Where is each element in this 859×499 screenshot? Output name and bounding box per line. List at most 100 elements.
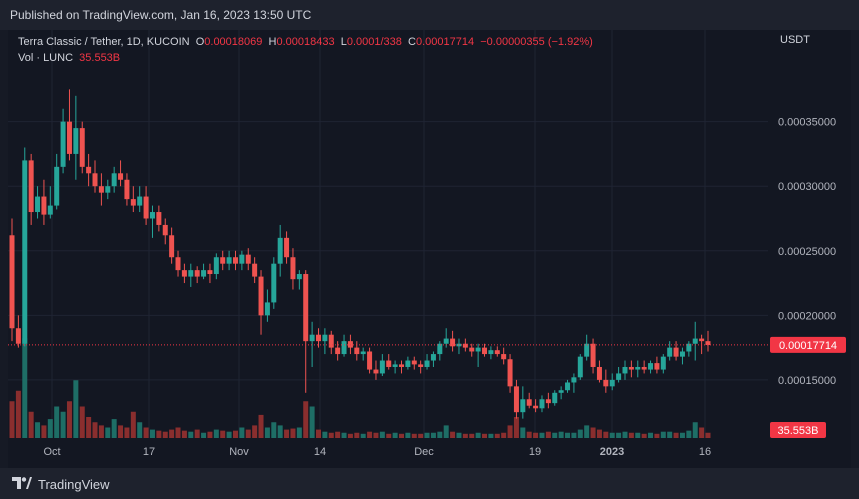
symbol-title[interactable]: Terra Classic / Tether, 1D, KUCOIN bbox=[18, 36, 190, 48]
volume-bar bbox=[399, 433, 405, 438]
volume-bar bbox=[456, 432, 462, 438]
candle-body bbox=[699, 338, 705, 342]
candle-body bbox=[494, 350, 500, 355]
volume-legend: Vol · LUNC 35.553B bbox=[18, 52, 120, 64]
candle-body bbox=[411, 360, 417, 365]
change-value: −0.00000355 (−1.92%) bbox=[480, 36, 593, 48]
tradingview-brand[interactable]: TradingView bbox=[12, 476, 110, 492]
volume-bar bbox=[41, 425, 47, 438]
candle-body bbox=[137, 196, 143, 206]
y-tick-label: 0.00015000 bbox=[778, 375, 836, 387]
candle-body bbox=[105, 186, 111, 193]
volume-bar bbox=[232, 430, 238, 438]
volume-bar bbox=[175, 427, 181, 438]
volume-bar bbox=[622, 431, 628, 438]
candle-body bbox=[296, 274, 302, 280]
candle-body bbox=[35, 196, 41, 213]
candle-body bbox=[341, 341, 347, 355]
candle-body bbox=[469, 347, 475, 352]
volume-bar bbox=[124, 427, 130, 438]
candle-body bbox=[526, 399, 532, 406]
publish-header bbox=[0, 0, 859, 30]
x-tick-label: 14 bbox=[314, 446, 326, 458]
volume-bar bbox=[290, 428, 296, 438]
volume-bar bbox=[660, 431, 666, 438]
volume-bar bbox=[271, 422, 277, 438]
y-tick-label: 0.00035000 bbox=[778, 117, 836, 129]
volume-bar bbox=[686, 430, 692, 438]
candle-body bbox=[86, 166, 92, 174]
candle-body bbox=[513, 386, 519, 413]
volume-bar bbox=[315, 429, 321, 438]
high-value: 0.00018433 bbox=[276, 36, 335, 48]
candle-body bbox=[418, 364, 424, 367]
volume-bar bbox=[137, 422, 143, 438]
volume-bar bbox=[584, 425, 590, 438]
volume-bar bbox=[424, 432, 430, 438]
candle-body bbox=[373, 369, 379, 374]
candle-body bbox=[533, 405, 539, 409]
volume-bar bbox=[213, 429, 219, 438]
volume-bar bbox=[143, 427, 149, 438]
volume-bar bbox=[533, 432, 539, 438]
candle-body bbox=[201, 270, 207, 277]
candle-body bbox=[264, 302, 270, 316]
candle-body bbox=[220, 257, 226, 264]
last-price-tag bbox=[770, 336, 846, 353]
volume-bar bbox=[22, 338, 28, 438]
brand-name: TradingView bbox=[38, 476, 110, 492]
volume-bar bbox=[162, 431, 168, 438]
volume-bar bbox=[28, 411, 34, 438]
volume-bar bbox=[149, 429, 155, 438]
volume-bar bbox=[616, 432, 622, 438]
candle-body bbox=[284, 237, 290, 258]
candle-body bbox=[552, 392, 558, 404]
volume-bar bbox=[667, 431, 673, 438]
volume-bar bbox=[296, 427, 302, 438]
volume-bar bbox=[430, 432, 436, 438]
candle-body bbox=[577, 356, 583, 378]
volume-bar bbox=[392, 432, 398, 438]
volume-bar bbox=[79, 406, 85, 438]
volume-bar bbox=[258, 414, 264, 438]
candle-body bbox=[130, 199, 136, 206]
volume-bar bbox=[245, 429, 251, 438]
high-label: H bbox=[268, 36, 277, 48]
last-volume-tag bbox=[770, 422, 826, 438]
volume-bar bbox=[386, 433, 392, 438]
volume-bar bbox=[194, 429, 200, 438]
volume-bar bbox=[526, 431, 532, 438]
volume-bar bbox=[60, 411, 66, 438]
volume-bar bbox=[328, 432, 334, 438]
volume-bar bbox=[513, 417, 519, 438]
low-label: L bbox=[340, 36, 347, 48]
volume-bar bbox=[303, 401, 309, 438]
candle-body bbox=[622, 366, 628, 374]
candle-body bbox=[705, 341, 711, 346]
published-caption: Published on TradingView.com, Jan 16, 20… bbox=[10, 8, 312, 22]
candle-body bbox=[558, 390, 564, 393]
volume-bar bbox=[520, 427, 526, 438]
volume-bar bbox=[220, 430, 226, 438]
candle-body bbox=[149, 212, 155, 219]
volume-bar bbox=[501, 432, 507, 438]
candle-body bbox=[462, 343, 468, 348]
y-tick-label: 0.00020000 bbox=[778, 310, 836, 322]
volume-label: Vol · LUNC bbox=[18, 52, 74, 64]
volume-bar bbox=[111, 419, 117, 438]
close-label: C bbox=[408, 36, 416, 48]
volume-bar bbox=[641, 433, 647, 438]
volume-bar bbox=[284, 429, 290, 438]
candle-body bbox=[430, 354, 436, 361]
candle-body bbox=[641, 366, 647, 370]
candle-body bbox=[354, 347, 360, 355]
candle-body bbox=[92, 173, 98, 187]
candle-body bbox=[73, 128, 79, 154]
candle-body bbox=[450, 338, 456, 347]
volume-bar bbox=[226, 431, 232, 438]
last-volume-label: 35.553B bbox=[778, 425, 819, 437]
candle-body bbox=[252, 263, 258, 277]
volume-bar bbox=[130, 411, 136, 438]
volume-bar bbox=[552, 432, 558, 438]
